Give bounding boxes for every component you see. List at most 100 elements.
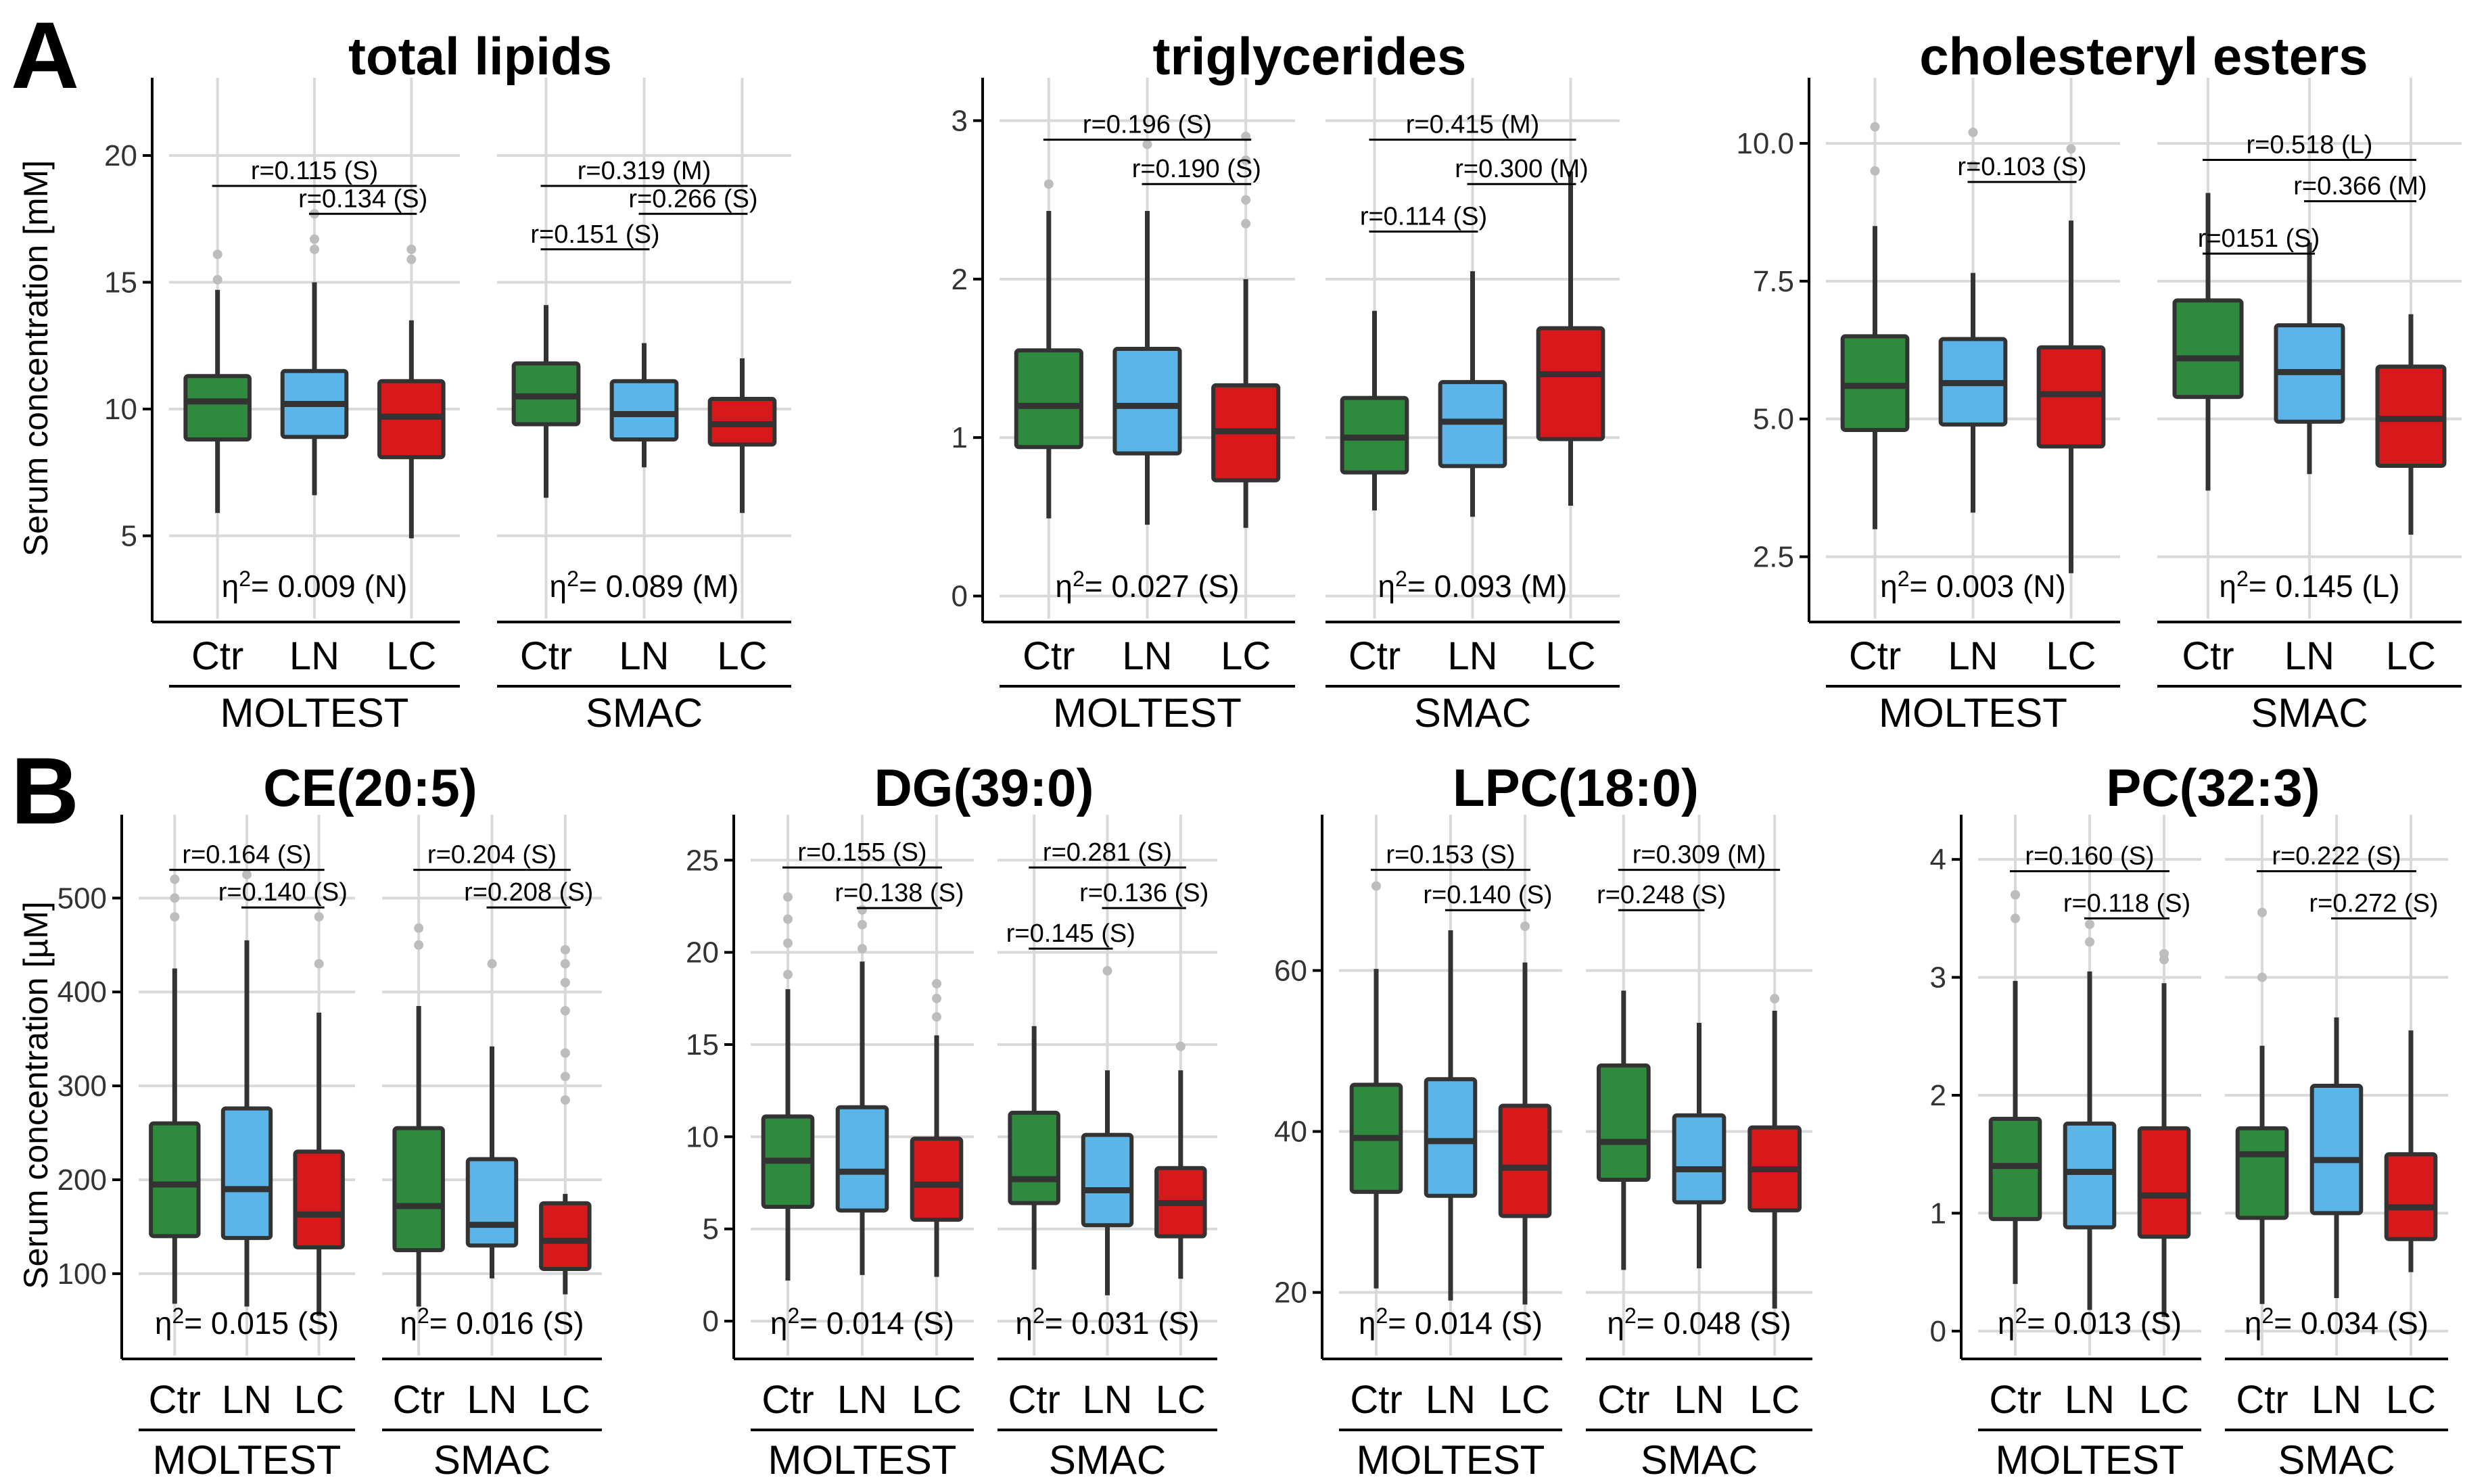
box-ln: LN: [1672, 1022, 1727, 1422]
eta-squared-label: η2= 0.013 (S): [1998, 1303, 2182, 1341]
significance-label: r=0.309 (M): [1633, 841, 1766, 869]
box-iqr: [183, 374, 252, 441]
outlier-point: [1241, 218, 1251, 229]
significance-label: r=0.134 (S): [298, 185, 427, 213]
box-ctr: Ctr: [1840, 122, 1910, 678]
category-label: Ctr: [1989, 1378, 2041, 1422]
category-label: LC: [2139, 1378, 2189, 1422]
outlier-point: [560, 978, 570, 988]
group-label: MOLTEST: [768, 1437, 957, 1483]
box-lc: LC: [1498, 921, 1552, 1422]
significance-label: r=0.415 (M): [1406, 111, 1539, 139]
chart-title: LPC(18:0): [1453, 758, 1699, 817]
box-ln: LN: [2063, 919, 2117, 1422]
outlier-point: [242, 869, 252, 880]
y-tick-label: 2.5: [1753, 540, 1794, 573]
category-label: LN: [1948, 634, 1998, 678]
chart-title: DG(39:0): [874, 758, 1094, 817]
box-lc: LC: [2375, 314, 2447, 678]
significance-label: r=0.208 (S): [464, 878, 593, 907]
category-label: LC: [2046, 634, 2096, 678]
category-label: LN: [289, 634, 339, 678]
category-label: Ctr: [761, 1378, 814, 1422]
box-lc: LC: [707, 358, 777, 678]
panel-smac: Ctr LN LC r=0.309 (M) r=0.248 (S) η2= 0.048 (…: [1586, 815, 1812, 1483]
box-ln: LN: [1938, 127, 2008, 678]
group-label: MOLTEST: [153, 1437, 342, 1483]
significance-label: r=0.114 (S): [1360, 203, 1487, 231]
outlier-point: [932, 979, 941, 988]
box-ctr: Ctr: [1596, 990, 1651, 1422]
outlier-point: [414, 923, 424, 933]
outlier-point: [2159, 949, 2169, 959]
chart-title: CE(20:5): [263, 758, 477, 817]
category-label: Ctr: [1350, 1378, 1402, 1422]
y-tick-label: 60: [1274, 954, 1307, 987]
panel-label-b: B: [11, 738, 79, 844]
outlier-point: [858, 919, 867, 930]
panel-moltest: Ctr LN LC r=0.164 (S) r=0.140 (S) η2= 0.015 (…: [122, 815, 355, 1483]
box-lc: LC: [1747, 994, 1802, 1422]
box-ctr: Ctr: [1349, 881, 1403, 1422]
y-tick-label: 400: [57, 976, 107, 1009]
category-label: LC: [2386, 1378, 2436, 1422]
significance-label: r=0.272 (S): [2309, 889, 2438, 917]
box-ln: LN: [2309, 1017, 2364, 1422]
eta-squared-label: η2= 0.014 (S): [770, 1303, 954, 1341]
significance-label: r=0.160 (S): [2025, 842, 2154, 871]
category-label: LN: [1447, 634, 1497, 678]
outlier-point: [2085, 919, 2094, 930]
outlier-point: [414, 940, 424, 950]
eta-squared-label: η2= 0.048 (S): [1607, 1303, 1791, 1341]
group-label: MOLTEST: [1879, 690, 2067, 736]
box-iqr: [1014, 348, 1083, 450]
significance-label: r=0.222 (S): [2272, 842, 2401, 871]
category-label: Ctr: [1023, 634, 1075, 678]
category-label: LN: [2284, 634, 2334, 678]
outlier-point: [783, 892, 793, 902]
significance-label: r=0.140 (S): [1423, 881, 1552, 909]
box-iqr: [2063, 1121, 2117, 1230]
panel-smac: Ctr LN LC r=0.222 (S) r=0.272 (S) η2= 0.034 (…: [2225, 815, 2448, 1483]
outlier-point: [2257, 972, 2267, 982]
box-iqr: [1081, 1132, 1134, 1228]
eta-squared-label: η2= 0.089 (M): [550, 567, 739, 604]
box-ctr: Ctr: [2172, 193, 2244, 678]
box-ctr: Ctr: [2235, 907, 2289, 1422]
chart-cholesteryl-esters: cholesteryl esters 2.5 5.0 7.5 10.0 Ctr LN LC r=…: [1736, 26, 2462, 736]
panel-smac: Ctr LN LC r=0.518 (L) r=0.366 (M) r=0151 (S) η…: [2157, 78, 2462, 736]
y-axis-label: Serum concentration [mM]: [17, 160, 55, 556]
category-label: Ctr: [149, 1378, 201, 1422]
significance-label: r=0.153 (S): [1386, 841, 1515, 869]
panel-moltest: Ctr LN LC r=0.115 (S)r=0.134 (S) η2= 0.009 (…: [152, 78, 460, 736]
chart-title: cholesteryl esters: [1919, 26, 2368, 86]
outlier-point: [310, 244, 319, 254]
significance-label: r=0.136 (S): [1079, 879, 1208, 907]
significance-label: r=0.151 (S): [530, 220, 659, 249]
category-label: Ctr: [1348, 634, 1401, 678]
category-label: LC: [1750, 1378, 1800, 1422]
category-label: Ctr: [1849, 634, 1901, 678]
significance-label: r=0.266 (S): [628, 185, 757, 213]
group-label: SMAC: [1414, 690, 1531, 736]
outlier-point: [783, 970, 793, 980]
box-lc: LC: [1536, 171, 1605, 678]
outlier-point: [314, 912, 324, 922]
box-iqr: [2384, 1152, 2438, 1241]
y-tick-label: 15: [686, 1028, 719, 1061]
outlier-point: [1870, 122, 1880, 132]
category-label: LN: [619, 634, 669, 678]
outlier-point: [406, 244, 417, 254]
category-label: Ctr: [1008, 1378, 1060, 1422]
outlier-point: [783, 914, 793, 924]
box-ln: LN: [1081, 965, 1134, 1422]
outlier-point: [1770, 994, 1780, 1004]
box-iqr: [1536, 326, 1605, 441]
box-ln: LN: [280, 209, 349, 678]
significance-label: r=0.281 (S): [1043, 838, 1172, 867]
outlier-point: [560, 1048, 570, 1058]
y-tick-label: 20: [686, 936, 719, 970]
box-ln: LN: [465, 959, 519, 1422]
significance-label: r=0.190 (S): [1132, 155, 1261, 183]
